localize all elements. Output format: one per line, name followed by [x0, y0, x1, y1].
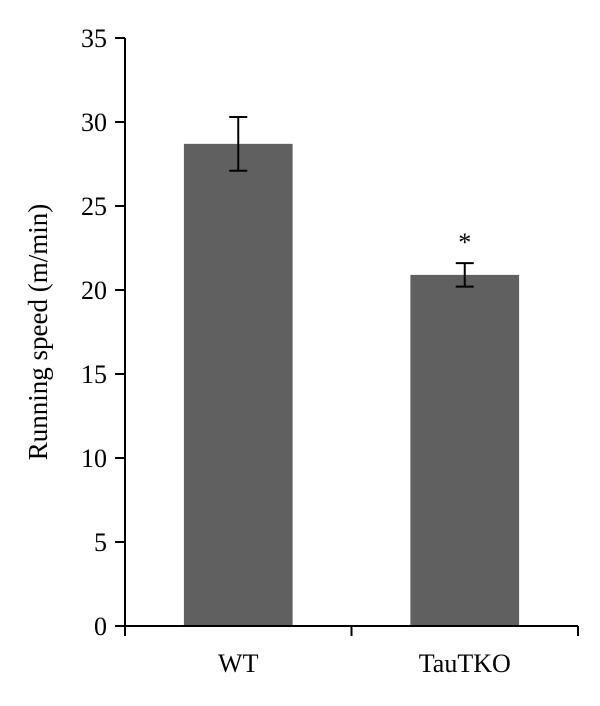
bar-tautko	[410, 274, 520, 626]
y-tick-label: 35	[81, 24, 107, 53]
y-tick-label: 25	[81, 192, 107, 221]
significance-markers: *	[458, 228, 471, 257]
significance-asterisk: *	[458, 228, 471, 257]
y-tick-label: 20	[81, 276, 107, 305]
error-bars	[229, 115, 474, 288]
y-tick-label: 30	[81, 108, 107, 137]
x-axis-category-labels: WT TauTKO	[218, 649, 511, 678]
y-tick-label: 5	[94, 528, 107, 557]
bar-wt	[183, 143, 293, 626]
x-category-label: WT	[218, 649, 259, 678]
y-axis-title: Running speed (m/min)	[23, 204, 53, 460]
y-axis-ticks: 0 5 10 15 20 25 30 35	[81, 24, 125, 641]
x-category-label: TauTKO	[419, 649, 511, 678]
bars	[183, 143, 520, 626]
y-tick-label: 10	[81, 444, 107, 473]
y-tick-label: 15	[81, 360, 107, 389]
x-axis-ticks	[124, 626, 579, 636]
y-tick-label: 0	[94, 612, 107, 641]
